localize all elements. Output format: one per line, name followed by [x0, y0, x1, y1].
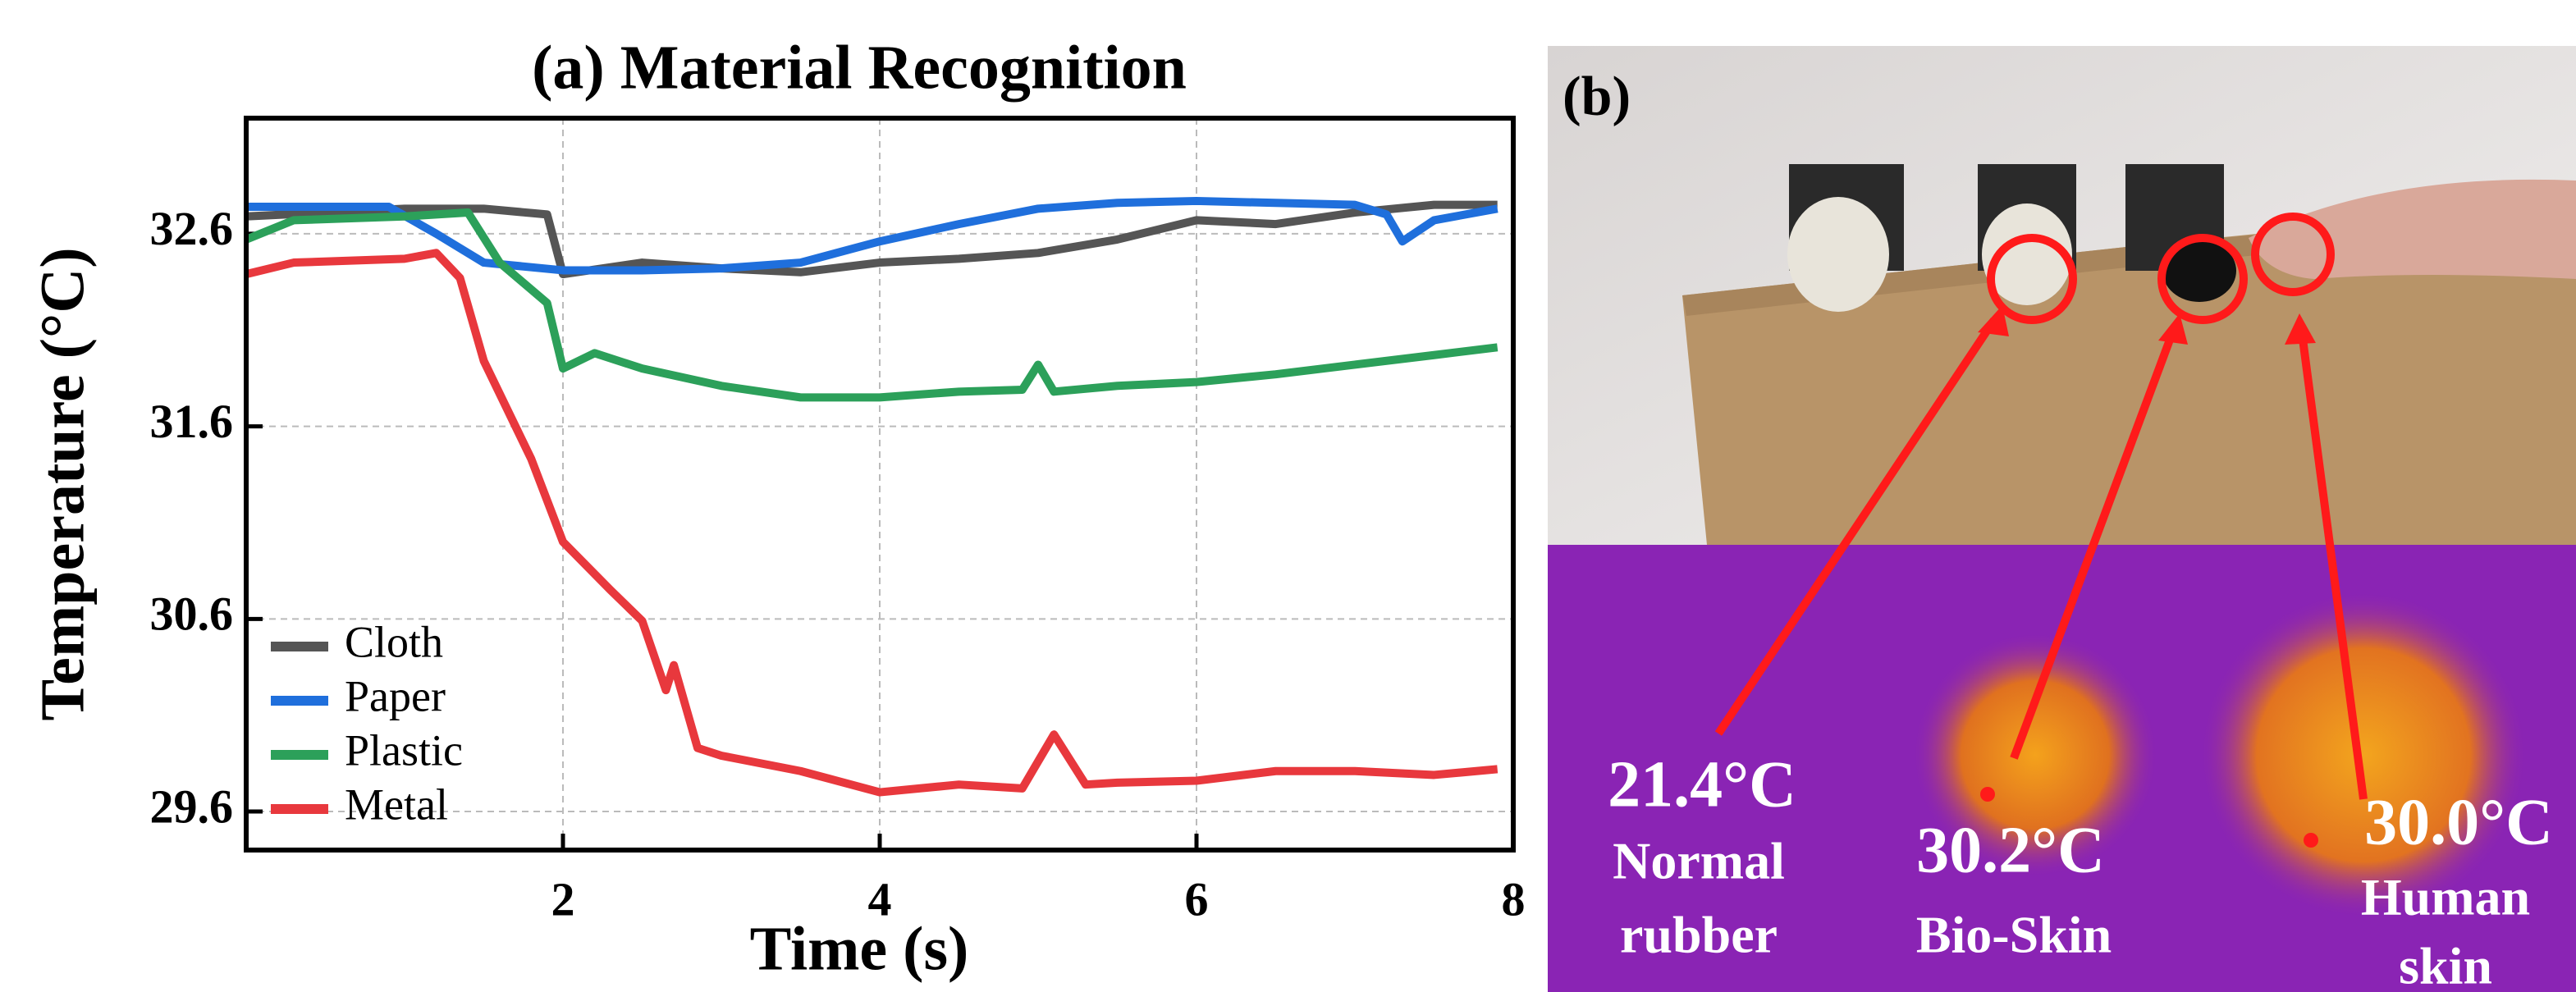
- legend-label: Metal: [345, 779, 448, 829]
- material-label: rubber: [1620, 906, 1778, 964]
- material-label: Bio-Skin: [1916, 906, 2112, 964]
- arrow: [2297, 326, 2368, 800]
- legend-label: Plastic: [345, 725, 463, 775]
- temperature-label: 30.2°C: [1916, 814, 2105, 886]
- arrow-head: [1978, 305, 2009, 336]
- photo-panel: (b) 21.4°C Normal rubber 30.2°C Bio-Skin…: [1548, 46, 2576, 992]
- x-tick-label: 8: [1502, 872, 1526, 926]
- temperature-label: 21.4°C: [1608, 748, 1796, 821]
- x-tick-label: 2: [551, 872, 575, 926]
- y-tick-label: 30.6: [150, 587, 234, 641]
- highlight-circle: [2251, 213, 2335, 296]
- panel-label: (b): [1563, 65, 1631, 127]
- data-line: [246, 196, 1498, 275]
- arrow: [1714, 318, 1998, 736]
- hot-spot: [2199, 591, 2528, 919]
- data-line: [245, 200, 1498, 279]
- data-line: [245, 249, 1498, 797]
- material-label: skin: [2399, 937, 2492, 992]
- measure-point: [2304, 833, 2318, 848]
- measure-point: [1980, 787, 1995, 802]
- y-tick-label: 32.6: [150, 202, 234, 255]
- arrow-head: [2285, 313, 2316, 345]
- material-label: Normal: [1613, 832, 1785, 890]
- highlight-circle: [2157, 234, 2248, 324]
- plot-area: 32.6 31.6 30.6 29.6 2 4 6 8 Cloth Paper PlasticMet…: [150, 116, 1526, 926]
- highlight-circle: [1987, 234, 2077, 324]
- arrow: [2010, 325, 2179, 760]
- rubber-sphere: [1787, 197, 1889, 312]
- arrow-head: [2158, 313, 2188, 345]
- hot-spot: [1912, 632, 2158, 878]
- legend-label: Paper: [345, 671, 446, 720]
- x-tick-label: 6: [1185, 872, 1209, 926]
- dark-probe: [2162, 240, 2236, 302]
- material-label: Human: [2361, 868, 2530, 926]
- bio-skin-sphere: [1982, 203, 2072, 305]
- chart-title: (a) Material Recognition: [532, 33, 1187, 102]
- y-tick-label: 31.6: [150, 395, 234, 448]
- y-axis-label: Temperature (°C): [28, 247, 97, 720]
- plot-frame: [244, 116, 1516, 853]
- x-axis-label: Time (s): [750, 914, 969, 983]
- y-tick-label: 29.6: [150, 779, 234, 833]
- temperature-label: 30.0°C: [2364, 786, 2553, 858]
- data-line: [245, 208, 1498, 402]
- legend-label: Cloth: [345, 617, 443, 666]
- x-tick-label: 4: [868, 872, 892, 926]
